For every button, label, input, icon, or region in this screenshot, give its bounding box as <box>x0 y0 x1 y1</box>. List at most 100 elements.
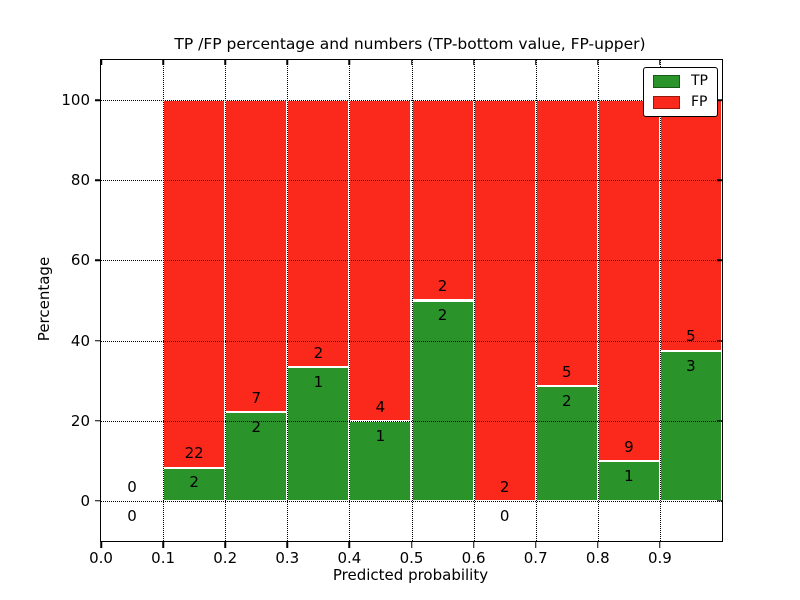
y-tick-right <box>717 259 722 262</box>
fp-count-label: 5 <box>561 363 572 382</box>
y-tick-label: 40 <box>70 331 90 350</box>
gridline-x <box>225 60 227 541</box>
x-tick-bottom <box>348 542 351 548</box>
bar-tp-segment <box>659 350 722 501</box>
plot-area: TP FP 0 0 22 2 7 2 2 1 4 1 2 2 2 0 5 2 9 1 5 3 0 20 40 60 80 100 0… <box>61 59 723 567</box>
fp-count-label: 5 <box>686 327 696 346</box>
bar-fp-segment <box>535 100 598 387</box>
tp-count-label: 2 <box>437 306 448 325</box>
x-tick-bottom <box>224 542 226 548</box>
y-tick-left <box>95 259 101 262</box>
x-tick-label: 0.4 <box>337 549 362 567</box>
tp-count-label: 3 <box>686 356 696 375</box>
gridline-x <box>659 60 661 541</box>
tp-count-label: 2 <box>189 473 199 492</box>
y-tick-right <box>717 420 722 422</box>
bar-fp-segment <box>659 100 722 351</box>
bar-fp-segment <box>473 100 536 501</box>
x-tick-top <box>224 60 226 65</box>
fp-count-label: 22 <box>184 444 204 463</box>
gridline-x <box>163 60 165 541</box>
x-tick-top <box>162 60 164 65</box>
fp-count-label: 2 <box>313 344 324 363</box>
tp-count-label: 0 <box>127 506 137 525</box>
bar-fp-segment <box>411 100 474 301</box>
tp-count-label: 1 <box>313 373 324 392</box>
x-tick-label: 0.6 <box>461 549 486 567</box>
gridline-x <box>349 60 351 541</box>
y-tick-label: 0 <box>80 491 90 510</box>
fp-count-label: 2 <box>499 477 510 496</box>
y-tick-left <box>95 179 101 181</box>
bar-tp-segment <box>411 300 474 501</box>
x-tick-label: 0.0 <box>89 549 113 567</box>
fp-count-label: 4 <box>375 397 386 416</box>
y-tick-label: 60 <box>70 251 90 270</box>
fp-count-label: 2 <box>437 277 448 296</box>
tp-count-label: 0 <box>499 506 510 525</box>
x-tick-top <box>100 60 102 65</box>
bar-tp-segment <box>287 367 350 501</box>
fp-count-label: 7 <box>251 388 262 407</box>
legend-label-tp: TP <box>691 73 708 89</box>
bar-fp-segment <box>597 100 660 461</box>
x-tick-bottom <box>100 542 102 548</box>
x-axis-label: Predicted probability <box>332 566 489 584</box>
fp-count-label: 9 <box>624 437 634 456</box>
x-tick-label: 0.9 <box>647 549 672 567</box>
gridline-x <box>411 60 413 541</box>
y-tick-label: 100 <box>61 91 90 110</box>
x-tick-top <box>597 60 599 65</box>
y-tick-right <box>717 500 722 502</box>
x-tick-bottom <box>472 542 475 548</box>
chart-title-line1: TP /FP percentage and numbers (TP-bottom… <box>174 35 646 54</box>
x-tick-bottom <box>659 542 661 548</box>
x-tick-top <box>472 60 475 65</box>
tp-count-label: 1 <box>375 426 386 445</box>
gridline-x <box>287 60 289 541</box>
y-tick-left <box>95 500 101 502</box>
tp-count-label: 2 <box>251 417 262 436</box>
legend-item-tp: TP <box>653 74 708 88</box>
tp-count-label: 1 <box>624 466 634 485</box>
x-tick-label: 0.1 <box>151 549 176 567</box>
gridline-x <box>597 60 599 541</box>
y-tick-right <box>717 99 722 101</box>
bar-fp-segment <box>225 100 288 412</box>
x-tick-label: 0.5 <box>399 549 424 567</box>
legend-item-fp: FP <box>653 95 708 109</box>
y-tick-label: 20 <box>70 411 90 430</box>
x-tick-top <box>286 60 289 65</box>
x-tick-bottom <box>286 542 289 548</box>
x-tick-label: 0.8 <box>585 549 610 567</box>
fp-count-label: 0 <box>127 477 137 496</box>
x-tick-bottom <box>534 542 537 548</box>
gridline-x <box>473 60 475 541</box>
tp-count-label: 2 <box>561 392 572 411</box>
x-tick-label: 0.3 <box>275 549 300 567</box>
x-tick-top <box>534 60 537 65</box>
x-tick-bottom <box>410 542 413 548</box>
x-tick-top <box>410 60 413 65</box>
legend: TP FP <box>643 67 718 117</box>
bar-tp-segment <box>163 467 226 501</box>
x-tick-label: 0.7 <box>523 549 548 567</box>
bar-tp-segment <box>225 411 288 501</box>
x-tick-bottom <box>597 542 599 548</box>
y-tick-left <box>95 99 101 101</box>
bar-fp-segment <box>287 100 350 368</box>
bar-tp-segment <box>535 386 598 501</box>
legend-swatch-tp <box>653 74 680 88</box>
legend-label-fp: FP <box>691 94 708 110</box>
x-tick-label: 0.2 <box>213 549 238 567</box>
y-tick-right <box>717 339 722 342</box>
legend-swatch-fp <box>653 95 680 109</box>
gridline-x <box>535 60 537 541</box>
x-tick-bottom <box>162 542 164 548</box>
y-tick-label: 80 <box>70 171 90 190</box>
y-tick-left <box>95 339 101 342</box>
x-tick-top <box>348 60 351 65</box>
bar-fp-segment <box>163 100 226 468</box>
y-axis-label: Percentage <box>35 256 53 342</box>
